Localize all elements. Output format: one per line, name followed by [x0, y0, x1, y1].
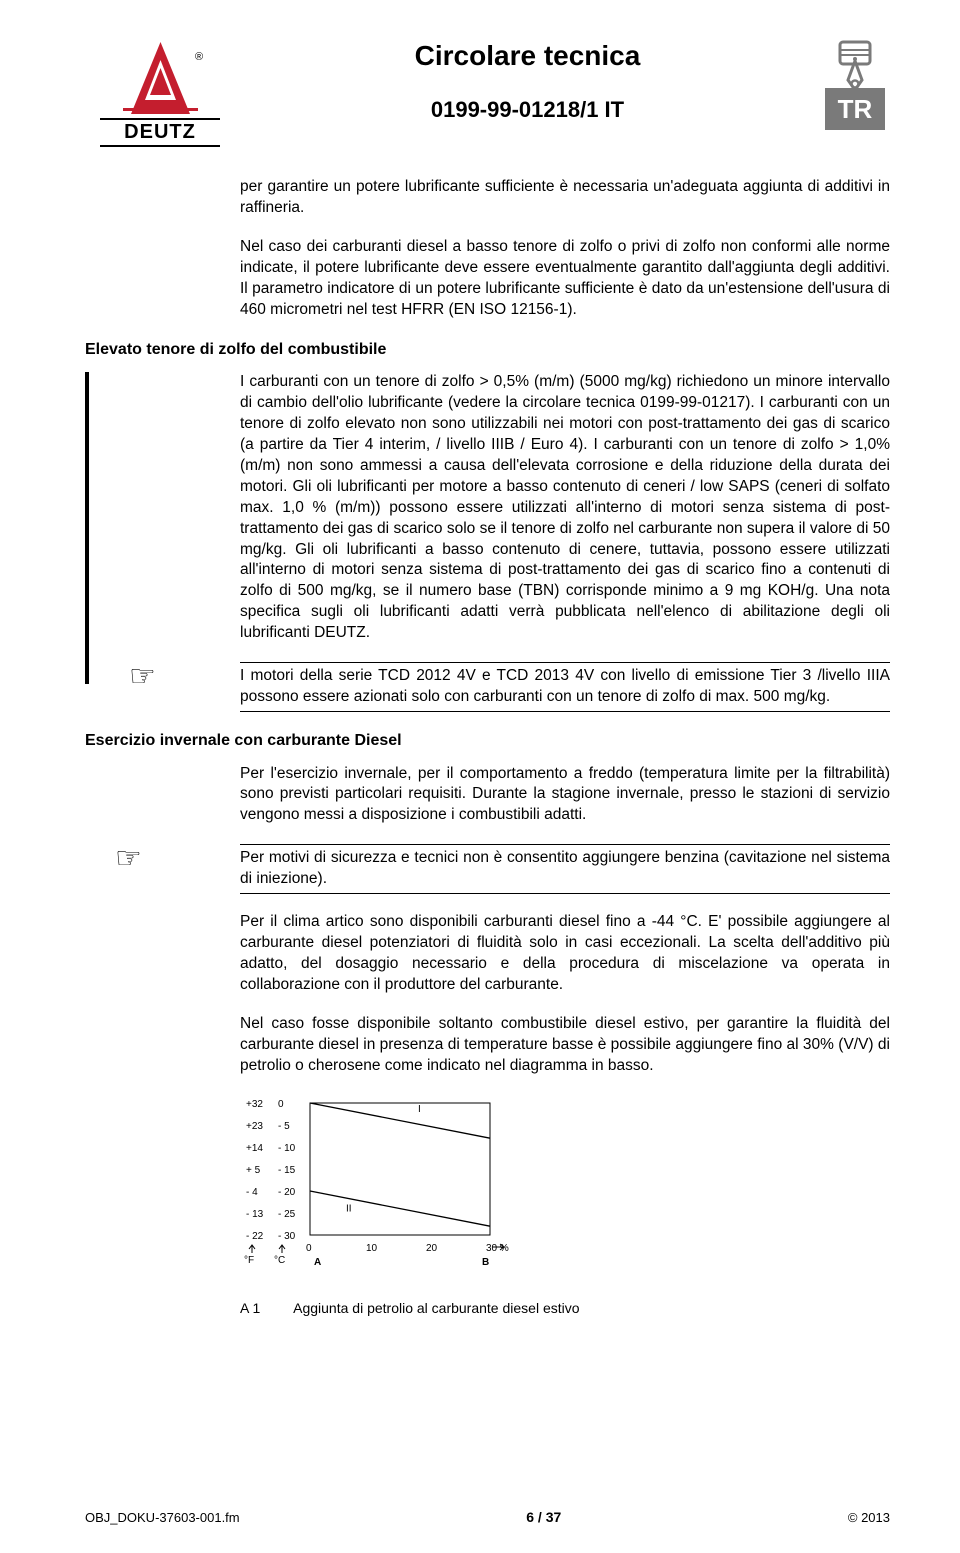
- mixing-diagram: +32 0 +23 - 5 +14 - 10 + 5 - 15 - 4 - 20 - 13 - 25 -…: [240, 1095, 890, 1285]
- tr-badge: TR: [820, 40, 890, 130]
- revision-bar: [85, 662, 89, 684]
- svg-text:°C: °C: [274, 1255, 285, 1266]
- svg-text:+ 5: + 5: [246, 1165, 261, 1176]
- caption-label: A 1: [240, 1299, 290, 1318]
- note-text: I motori della serie TCD 2012 4V e TCD 2…: [240, 662, 890, 712]
- svg-text:- 15: - 15: [278, 1165, 296, 1176]
- footer-filename: OBJ_DOKU-37603-001.fm: [85, 1510, 240, 1525]
- svg-text:- 13: - 13: [246, 1209, 264, 1220]
- svg-text:I: I: [418, 1103, 421, 1114]
- header-titles: Circolare tecnica 0199-99-01218/1 IT: [235, 40, 820, 123]
- footer-page-number: 6 / 37: [526, 1509, 561, 1525]
- deutz-logo-icon: ®: [113, 40, 208, 118]
- page-footer: OBJ_DOKU-37603-001.fm 6 / 37 © 2013: [85, 1509, 890, 1525]
- svg-text:B: B: [482, 1257, 489, 1268]
- note-text: Per motivi di sicurezza e tecnici non è …: [240, 844, 890, 894]
- svg-text:- 4: - 4: [246, 1187, 258, 1198]
- caption-text: Aggiunta di petrolio al carburante diese…: [293, 1300, 579, 1316]
- svg-text:20: 20: [426, 1243, 438, 1254]
- svg-text:0: 0: [306, 1243, 312, 1254]
- paragraph: Nel caso fosse disponibile soltanto comb…: [240, 1014, 890, 1077]
- brand-logo: ® DEUTZ: [85, 40, 235, 147]
- svg-text:- 25: - 25: [278, 1209, 296, 1220]
- footer-copyright: © 2013: [848, 1510, 890, 1525]
- document-title: Circolare tecnica: [245, 40, 810, 72]
- revision-bar: [85, 372, 89, 662]
- svg-text:- 10: - 10: [278, 1143, 296, 1154]
- paragraph: per garantire un potere lubrificante suf…: [240, 177, 890, 219]
- svg-text:- 5: - 5: [278, 1121, 290, 1132]
- document-body: per garantire un potere lubrificante suf…: [85, 177, 890, 1318]
- svg-text:+32: +32: [246, 1099, 263, 1110]
- svg-text:°F: °F: [244, 1255, 254, 1266]
- paragraph: Nel caso dei carburanti diesel a basso t…: [240, 237, 890, 321]
- brand-wordmark: DEUTZ: [100, 118, 220, 147]
- document-number: 0199-99-01218/1 IT: [245, 97, 810, 123]
- section-heading: Elevato tenore di zolfo del combustibile: [85, 339, 890, 361]
- pointing-hand-icon: ☞: [129, 662, 156, 692]
- svg-text:®: ®: [195, 51, 203, 63]
- svg-text:30 %: 30 %: [486, 1243, 509, 1254]
- paragraph: Per l'esercizio invernale, per il compor…: [240, 764, 890, 827]
- svg-text:II: II: [346, 1203, 352, 1214]
- section-heading: Esercizio invernale con carburante Diese…: [85, 730, 890, 752]
- tr-label: TR: [825, 88, 885, 130]
- svg-text:+23: +23: [246, 1121, 263, 1132]
- svg-text:+14: +14: [246, 1143, 263, 1154]
- svg-text:0: 0: [278, 1099, 284, 1110]
- pointing-hand-icon: ☞: [115, 844, 142, 874]
- piston-icon: [834, 40, 876, 92]
- paragraph: Per il clima artico sono disponibili car…: [240, 912, 890, 996]
- paragraph: I carburanti con un tenore di zolfo > 0,…: [240, 372, 890, 644]
- svg-text:10: 10: [366, 1243, 378, 1254]
- svg-text:- 30: - 30: [278, 1231, 296, 1242]
- figure-caption: A 1 Aggiunta di petrolio al carburante d…: [240, 1299, 890, 1318]
- svg-text:- 22: - 22: [246, 1231, 264, 1242]
- svg-text:- 20: - 20: [278, 1187, 296, 1198]
- page-header: ® DEUTZ Circolare tecnica 0199-99-01218/…: [85, 40, 890, 147]
- svg-text:A: A: [314, 1257, 321, 1268]
